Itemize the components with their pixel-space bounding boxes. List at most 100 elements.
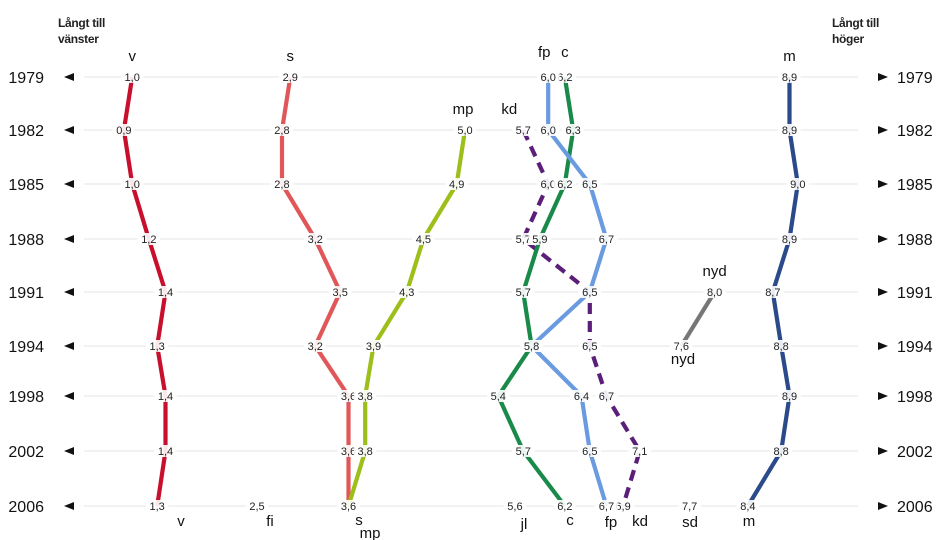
value-label-v: 1,2 (141, 234, 156, 246)
value-label-m: 8,9 (782, 72, 797, 84)
right-arrow-icon (878, 73, 888, 81)
value-label-c: 6,2 (557, 72, 572, 84)
value-label-bg (362, 340, 385, 352)
left-arrow-icon (64, 392, 74, 400)
value-label-m: 8,9 (782, 234, 797, 246)
value-label-bg (145, 340, 169, 352)
value-label-bg (520, 340, 543, 352)
left-header-line-1: Långt till (58, 16, 105, 30)
right-axis-header: Långt till höger (832, 15, 879, 47)
value-label-c: 6,2 (557, 501, 572, 513)
year-label-right: 1988 (897, 232, 933, 249)
left-arrow-icon (64, 502, 74, 510)
value-label-mp: 4,3 (399, 287, 414, 299)
value-label-bg (578, 178, 602, 190)
value-label-kd: 7,1 (632, 446, 647, 458)
party-label-m: m (783, 48, 796, 65)
value-label-bg (570, 390, 593, 402)
value-label-kd: 6,9 (615, 501, 630, 513)
left-arrow-icon (64, 73, 74, 81)
right-arrow-icon (878, 502, 888, 510)
party-label-bottom-s: s (355, 512, 363, 529)
value-label-mp: 3,8 (358, 446, 373, 458)
value-label-fp: 6,5 (582, 287, 597, 299)
party-label-bottom-kd: kd (632, 513, 648, 530)
value-label-fi: 2,5 (249, 501, 264, 513)
year-label-left: 2006 (8, 499, 44, 516)
value-label-m: 8,7 (765, 287, 780, 299)
value-label-bg (154, 390, 177, 402)
value-label-kd: 5,7 (516, 125, 531, 137)
value-label-v: 0,9 (116, 125, 131, 137)
year-label-left: 2002 (8, 444, 44, 461)
value-label-bg (120, 71, 144, 83)
party-label-bottom-fp: fp (605, 514, 618, 531)
value-label-bg (486, 390, 510, 402)
value-label-s: 2,9 (283, 72, 298, 84)
year-label-right: 1979 (897, 70, 933, 87)
value-label-bg (528, 233, 552, 245)
year-label-right: 2002 (897, 444, 933, 461)
year-label-left: 1979 (8, 70, 44, 87)
right-arrow-icon (878, 288, 888, 296)
year-label-right: 1994 (897, 339, 933, 356)
value-label-bg (112, 124, 136, 136)
value-label-v: 1,3 (150, 501, 165, 513)
value-label-c: 5,7 (516, 446, 531, 458)
value-label-bg (511, 286, 535, 298)
right-header-line-2: höger (832, 32, 864, 46)
right-arrow-icon (878, 392, 888, 400)
value-label-bg (145, 500, 169, 512)
value-label-v: 1,4 (158, 446, 173, 458)
value-label-bg (353, 390, 377, 402)
value-label-bg (536, 71, 560, 83)
value-label-c: 5,4 (491, 391, 506, 403)
value-label-c: 5,8 (524, 341, 539, 353)
value-label-c: 5,7 (516, 287, 531, 299)
value-label-kd: 6,0 (541, 179, 556, 191)
value-label-bg (154, 286, 177, 298)
value-label-bg (328, 286, 352, 298)
value-label-m: 8,4 (740, 501, 755, 513)
right-arrow-icon (878, 342, 888, 350)
value-label-bg (154, 445, 177, 457)
value-label-s: 2,8 (274, 179, 289, 191)
value-label-nyd: 8,0 (707, 287, 722, 299)
value-label-nyd: 7,6 (674, 341, 689, 353)
year-label-right: 2006 (897, 499, 933, 516)
value-label-bg (120, 178, 144, 190)
left-arrow-icon (64, 288, 74, 296)
value-label-v: 1,4 (158, 391, 173, 403)
year-label-left: 1985 (8, 177, 44, 194)
value-label-bg (703, 286, 726, 298)
value-label-fp: 6,5 (582, 446, 597, 458)
value-label-bg (553, 178, 577, 190)
value-label-bg (628, 445, 652, 457)
value-label-fp: 6,5 (582, 179, 597, 191)
value-label-bg (536, 124, 560, 136)
value-label-bg (395, 286, 419, 298)
value-label-bg (511, 124, 535, 136)
year-label-right: 1982 (897, 123, 933, 140)
value-label-bg (561, 124, 585, 136)
party-label-bottom-mp: mp (360, 525, 381, 540)
value-label-kd: 5,7 (516, 234, 531, 246)
value-label-m: 8,9 (782, 125, 797, 137)
party-label-mp: mp (453, 101, 474, 118)
party-label-bottom-jl: jl (520, 516, 528, 533)
party-label-bottom-sd: sd (682, 514, 698, 531)
left-header-line-2: vänster (58, 32, 99, 46)
party-label-bottom-m: m (743, 513, 756, 530)
party-label-bottom-nyd: nyd (671, 351, 695, 368)
value-label-bg (761, 286, 785, 298)
value-label-bg (453, 124, 477, 136)
value-label-s: 3,6 (341, 501, 356, 513)
value-label-s: 3,2 (308, 234, 323, 246)
value-label-bg (511, 445, 535, 457)
value-label-bg (778, 390, 801, 402)
value-label-fp: 6,0 (541, 125, 556, 137)
year-label-left: 1991 (8, 285, 44, 302)
value-label-fp: 6,0 (541, 72, 556, 84)
value-label-m: 9,0 (790, 179, 805, 191)
value-label-jl: 5,6 (507, 501, 522, 513)
